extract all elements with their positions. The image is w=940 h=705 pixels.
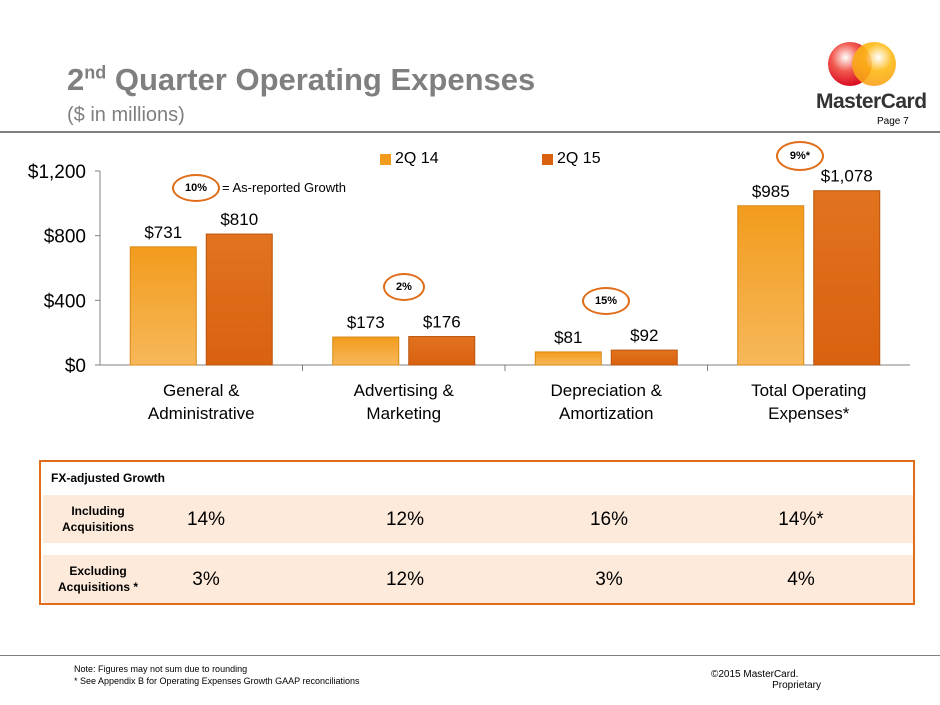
fx-growth-table: FX-adjusted Growth Including Acquisition… — [39, 460, 915, 605]
fx-value: 3% — [192, 569, 220, 590]
x-tick-label: Marketing — [366, 404, 441, 423]
growth-badge-am: 2% — [383, 273, 425, 301]
x-tick-label: Amortization — [559, 404, 653, 423]
fx-value: 12% — [385, 569, 425, 590]
fx-label-line: Including — [71, 504, 125, 518]
expenses-bar-chart: $0 $400 $800 $1,200 $731 $810 General & Adminis… — [28, 162, 910, 423]
bar-2q15 — [408, 336, 476, 366]
growth-badge-ga: 10% — [172, 174, 220, 202]
legend-item-2q15: 2Q 15 — [542, 150, 601, 168]
fx-label-line: Excluding — [69, 564, 127, 578]
copyright-line: ©2015 MasterCard. — [711, 669, 799, 680]
fx-row-label: Excluding Acquisitions * — [43, 563, 153, 595]
bar-2q15 — [610, 349, 678, 366]
y-tick-label: $400 — [44, 291, 86, 312]
fx-row-including: Including Acquisitions 14% 12% 16% 14%* — [43, 495, 913, 543]
growth-legend-note: = As-reported Growth — [222, 180, 346, 195]
fx-table-title: FX-adjusted Growth — [51, 471, 165, 485]
header-divider — [0, 131, 940, 133]
fx-value: 4% — [787, 569, 815, 590]
legend-swatch-2q15 — [542, 153, 553, 165]
data-label: $173 — [347, 313, 385, 332]
y-tick-label: $0 — [65, 356, 86, 377]
bar-2q14 — [332, 336, 400, 366]
growth-badge-da: 15% — [582, 287, 630, 315]
legend-swatch-2q14 — [380, 153, 391, 165]
fx-label-line: Acquisitions * — [57, 580, 138, 594]
data-label: $92 — [630, 326, 658, 345]
title-superscript: nd — [84, 62, 107, 83]
fx-value: 16% — [589, 509, 629, 530]
fx-value: 3% — [595, 569, 623, 590]
bar-2q14 — [129, 246, 197, 366]
data-label: $731 — [144, 223, 182, 242]
page-title: 2nd Quarter Operating Expenses — [67, 62, 535, 98]
legend-label-2q14: 2Q 14 — [395, 150, 439, 167]
bar-2q14 — [534, 351, 602, 366]
data-label: $810 — [220, 210, 258, 229]
data-label: $176 — [423, 313, 461, 332]
data-label: $81 — [554, 328, 582, 347]
fx-value: 14%* — [778, 509, 824, 530]
footnote-rounding: Note: Figures may not sum due to roundin… — [74, 664, 248, 674]
legend-item-2q14: 2Q 14 — [380, 150, 439, 168]
x-tick-label: Total Operating — [751, 381, 866, 400]
fx-label-line: Acquisitions — [61, 520, 134, 534]
x-tick-label: Depreciation & — [550, 381, 662, 400]
fx-value: 14% — [186, 509, 226, 530]
data-label: $1,078 — [821, 167, 873, 186]
footnote-appendix: * See Appendix B for Operating Expenses … — [74, 676, 360, 686]
copyright-line: Proprietary — [772, 680, 821, 691]
data-label: $985 — [752, 182, 790, 201]
legend-label-2q15: 2Q 15 — [557, 150, 601, 167]
y-tick-label: $1,200 — [28, 162, 86, 183]
mastercard-logo-icon — [828, 42, 896, 86]
page-number: Page 7 — [877, 116, 909, 127]
fx-row-excluding: Excluding Acquisitions * 3% 12% 3% 4% — [43, 555, 913, 603]
title-number: 2 — [67, 62, 85, 97]
title-text: Quarter Operating Expenses — [106, 62, 536, 97]
footer-divider — [0, 655, 940, 656]
x-tick-label: General & — [163, 381, 240, 400]
bar-2q14 — [737, 205, 805, 366]
logo-text: MasterCard — [816, 90, 927, 113]
x-tick-label: Advertising & — [354, 381, 455, 400]
fx-value: 12% — [385, 509, 425, 530]
bar-2q15 — [205, 233, 273, 366]
growth-badge-total: 9%* — [776, 141, 824, 171]
y-tick-label: $800 — [44, 227, 86, 248]
x-tick-label: Expenses* — [768, 404, 850, 423]
page-subtitle: ($ in millions) — [67, 104, 185, 126]
x-tick-label: Administrative — [148, 404, 255, 423]
fx-row-label: Including Acquisitions — [43, 503, 153, 535]
copyright: ©2015 MasterCard. Proprietary — [711, 669, 821, 691]
bar-2q15 — [813, 190, 881, 366]
